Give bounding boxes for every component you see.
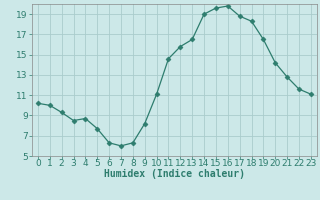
X-axis label: Humidex (Indice chaleur): Humidex (Indice chaleur) xyxy=(104,169,245,179)
